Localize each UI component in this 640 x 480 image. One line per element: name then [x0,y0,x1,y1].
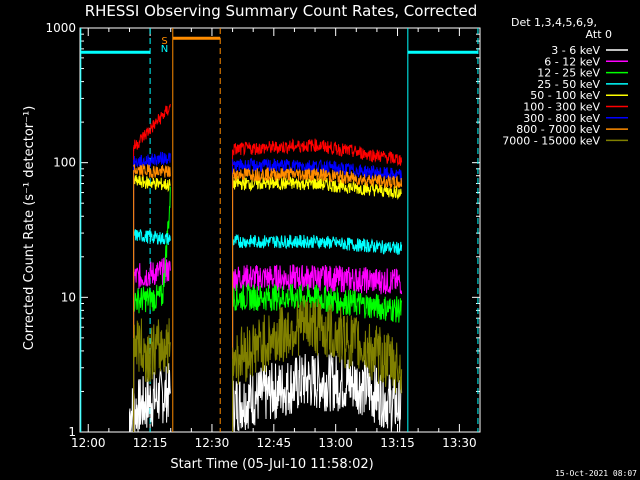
series-line-2 [232,282,403,323]
y-tick-label: 1000 [45,21,76,35]
legend-header-detectors: Det 1,3,4,5,6,9, [511,16,597,29]
series-line-3 [232,233,403,255]
legend-label: 6 - 12 keV [544,55,600,68]
y-tick-label: 10 [61,290,76,304]
series-line-5 [232,138,403,167]
series-line-1 [133,257,171,289]
series-line-3 [133,229,171,246]
chart-title: RHESSI Observing Summary Count Rates, Co… [85,2,478,20]
x-tick-label: 13:15 [380,436,415,450]
series-line-0 [232,352,403,433]
legend-label: 25 - 50 keV [537,78,600,91]
series-line-2 [133,186,171,314]
x-tick-label: 12:45 [257,436,292,450]
plot-frame [79,27,481,433]
x-tick-label: 12:15 [133,436,168,450]
legend-label: 50 - 100 keV [530,89,600,102]
y-axis-label: Corrected Count Rate (s⁻¹ detector⁻¹) [22,106,37,351]
series-line-7 [232,166,403,189]
y-tick-label: 100 [53,156,76,170]
x-tick-label: 13:30 [442,436,477,450]
legend-label: 12 - 25 keV [537,67,600,80]
series-line-6 [133,151,171,169]
legend-label: 3 - 6 keV [551,44,600,57]
generated-timestamp: 15-Oct-2021 08:07 [555,469,637,478]
legend-label: 300 - 800 keV [523,112,600,125]
series-line-4 [133,174,171,193]
flag-annotation: S [161,36,167,47]
series-line-4 [232,175,402,201]
x-axis-label: Start Time (05-Jul-10 11:58:02) [170,457,373,472]
series-line-0 [129,363,171,433]
series-line-8 [133,318,171,383]
x-tick-label: 12:00 [71,436,106,450]
series-line-7 [133,164,171,180]
legend-header-attenuator: Att 0 [586,28,612,41]
flag-annotation: N [161,44,168,55]
y-tick-label: 1 [68,425,76,439]
x-tick-label: 12:30 [195,436,230,450]
legend-label: 7000 - 15000 keV [502,134,600,147]
series-line-5 [133,104,171,152]
x-tick-label: 13:00 [318,436,353,450]
legend-label: 100 - 300 keV [523,101,600,114]
series-line-8 [232,295,403,394]
legend-label: 800 - 7000 keV [516,123,600,136]
